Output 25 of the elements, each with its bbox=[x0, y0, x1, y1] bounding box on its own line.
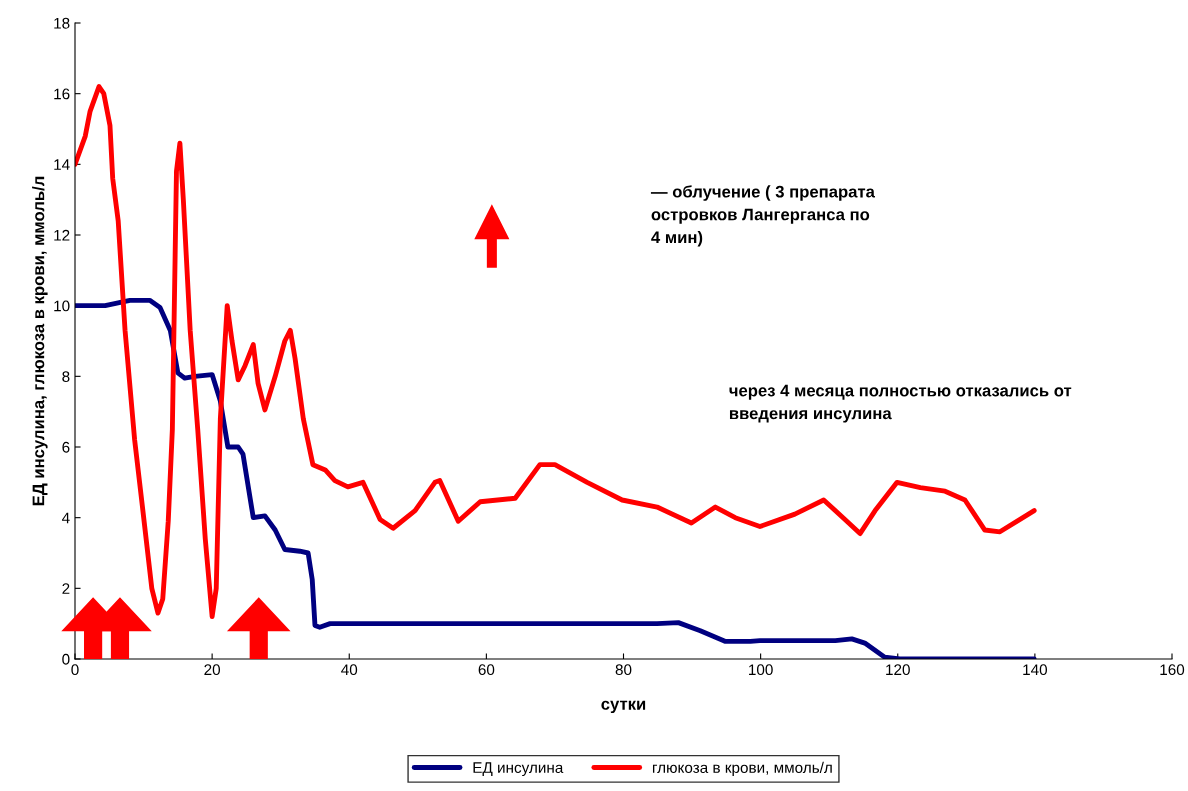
y-tick-label: 16 bbox=[54, 88, 70, 100]
y-tick-label: 4 bbox=[61, 512, 70, 524]
y-tick-label: 14 bbox=[54, 159, 70, 170]
x-tick-label: 120 bbox=[886, 664, 910, 676]
annotation: через 4 месяца полностью отказались от введения инсулина bbox=[729, 384, 1072, 423]
y-tick-label: 6 bbox=[62, 441, 70, 453]
x-tick-label: 160 bbox=[1160, 664, 1185, 676]
y-tick-label: 0 bbox=[62, 653, 70, 665]
x-axis-title: сутки bbox=[601, 700, 646, 714]
x-tick-label: 20 bbox=[204, 664, 221, 676]
y-tick-label: 8 bbox=[62, 371, 70, 383]
x-tick-label: 60 bbox=[478, 664, 495, 676]
y-tick-label: 2 bbox=[62, 583, 70, 594]
x-tick-label: 80 bbox=[615, 664, 632, 676]
x-tick-label: 100 bbox=[749, 664, 773, 676]
y-tick-label: 10 bbox=[54, 300, 70, 312]
legend-label: глюкоза в крови, ммоль/л bbox=[652, 761, 832, 777]
y-tick-label: 18 bbox=[54, 17, 70, 29]
y-tick-label: 12 bbox=[54, 229, 70, 241]
x-tick-label: 40 bbox=[341, 664, 358, 676]
y-axis-title: ЕД инсулина, глюкоза в крови, ммоль/л bbox=[32, 176, 48, 506]
x-tick-label: 140 bbox=[1023, 664, 1048, 676]
legend-label: ЕД инсулина bbox=[473, 762, 564, 777]
x-tick-label: 0 bbox=[71, 664, 79, 676]
annotation: — облучение ( 3 препарата островков Лангерганса по 4 мин) bbox=[650, 185, 875, 247]
